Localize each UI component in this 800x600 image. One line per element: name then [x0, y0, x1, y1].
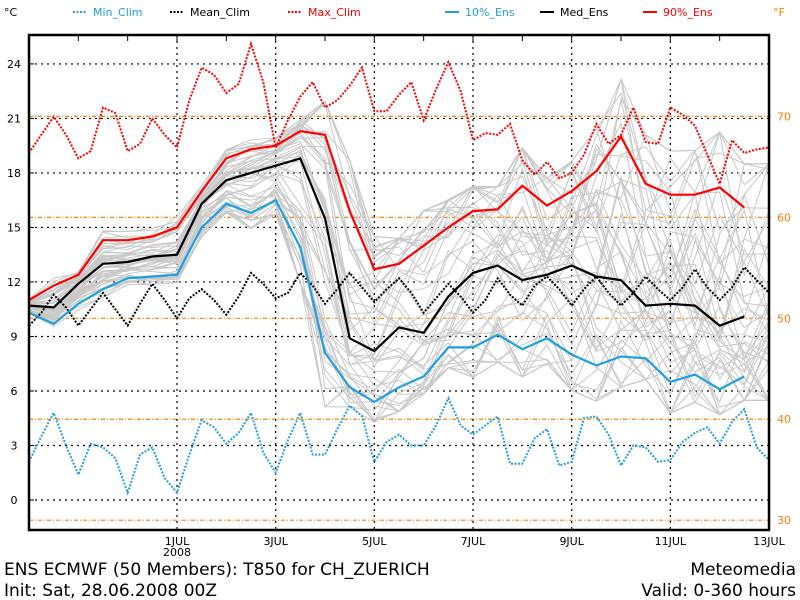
ensemble-member-line	[28, 180, 770, 391]
y-axis-unit-fahrenheit: °F	[773, 6, 785, 19]
plot-frame	[27, 33, 771, 532]
y-tick-label-f: 70	[777, 110, 791, 123]
ensemble-member-line	[28, 121, 770, 334]
y-tick-label-c: 6	[11, 385, 18, 398]
ensemble-member-line	[28, 167, 770, 356]
ensemble-member-line	[28, 145, 770, 343]
credit: Meteomedia	[690, 560, 796, 580]
legend-label: Med_Ens	[560, 6, 609, 19]
x-tick-label: 1JUL	[165, 535, 190, 548]
valid-range: Valid: 0-360 hours	[641, 581, 796, 600]
legend: Min_Clim Mean_Clim Max_Clim 10%_Ens Med_Ens 9…	[73, 6, 713, 19]
legend-label: 10%_Ens	[465, 6, 515, 19]
y-tick-label-f: 30	[777, 514, 791, 527]
x-tick-label: 9JUL	[559, 535, 584, 548]
init-time: Init: Sat, 28.06.2008 00Z	[4, 581, 217, 600]
series-min-clim	[28, 395, 770, 496]
y-tick-label-c: 0	[11, 494, 18, 507]
y-tick-label-f: 50	[777, 312, 791, 325]
x-tick-label: 5JUL	[362, 535, 387, 548]
x-tick-label: 13JUL	[753, 535, 785, 548]
ensemble-member-line	[29, 165, 770, 378]
y-tick-label-c: 18	[7, 167, 21, 180]
ensemble-member-line	[28, 146, 770, 411]
ensemble-member-line	[28, 119, 770, 318]
legend-label: Max_Clim	[308, 6, 361, 19]
series-10pct-ens	[28, 198, 745, 404]
chart-title: ENS ECMWF (50 Members): T850 for CH_ZUER…	[4, 560, 430, 580]
x-tick-label: 7JUL	[461, 535, 486, 548]
legend-label: Min_Clim	[93, 6, 143, 19]
ensemble-member-line	[28, 100, 770, 338]
y-tick-label-f: 40	[777, 413, 791, 426]
ensemble-member-line	[28, 208, 769, 416]
x-tick-label: 11JUL	[655, 535, 687, 548]
ensemble-member-line	[28, 151, 770, 352]
ensemble-member-line	[28, 131, 770, 324]
y-tick-label-c: 12	[7, 276, 21, 289]
series-lines	[28, 40, 770, 496]
ensemble-member-line	[28, 102, 770, 372]
y-tick-label-c: 3	[11, 439, 18, 452]
ensemble-member-line	[28, 204, 770, 415]
y-tick-label-f: 60	[777, 211, 791, 224]
ensemble-member-line	[28, 92, 770, 401]
ensemble-member-line	[28, 132, 770, 404]
y-tick-label-c: 24	[7, 58, 21, 71]
y-tick-label-c: 15	[7, 221, 21, 234]
y-tick-label-c: 21	[7, 112, 21, 125]
x-tick-label: 3JUL	[263, 535, 288, 548]
x-tick-sublabel: 2008	[163, 546, 191, 559]
legend-label: 90%_Ens	[663, 6, 713, 19]
series-90pct-ens	[28, 129, 745, 302]
y-axis-unit-celsius: °C	[4, 6, 18, 19]
series-max-clim	[28, 40, 770, 187]
ensemble-member-line	[28, 201, 770, 424]
ensemble-member-line	[28, 79, 770, 302]
legend-label: Mean_Clim	[190, 6, 250, 19]
ensemble-member-line	[28, 148, 770, 401]
series-mean-clim	[28, 265, 770, 328]
y-tick-label-c: 9	[11, 330, 18, 343]
ensemble-member-line	[28, 149, 770, 415]
series-med-ens	[28, 157, 745, 353]
